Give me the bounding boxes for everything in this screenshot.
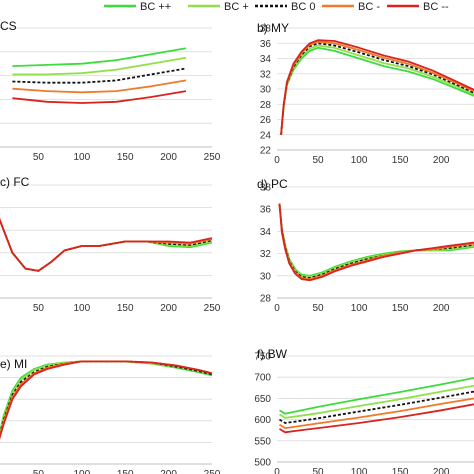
chart-panel: 0 50 100 150 200 22 24 26 28 30 32 34 36 38b) MY [257,21,474,166]
x-tick-label: 100 [73,469,90,474]
x-tick-label: 150 [392,303,409,314]
series-line [12,79,187,94]
x-tick-label: 50 [33,303,45,314]
y-tick-label: 26 [260,115,272,126]
x-tick-label: 100 [73,152,90,163]
y-tick-label: 32 [260,69,272,80]
x-tick-label: 50 [33,469,45,474]
x-tick-label: 200 [433,303,450,314]
y-tick-label: 600 [254,415,271,426]
legend-label: BC 0 [291,1,315,13]
x-tick-label: 0 [274,155,280,166]
y-tick-label: 38 [260,24,272,35]
series-line [279,390,474,424]
x-tick-label: 100 [351,155,368,166]
legend-label: BC + [224,1,249,13]
x-tick-label: 50 [312,303,324,314]
chart-panels: 50 100 150 200 250 CS 0 50 100 150 200 22 24 26 28 30 32… [0,19,474,474]
x-tick-label: 200 [433,155,450,166]
series-line [278,203,474,277]
series-line [0,360,212,439]
y-tick-label: 28 [260,100,272,111]
x-tick-label: 200 [160,303,177,314]
legend-label: BC -- [423,1,449,13]
panel-title: f) BW [257,347,288,361]
y-tick-label: 650 [254,394,271,405]
x-tick-label: 100 [351,303,368,314]
y-tick-label: 34 [260,54,272,65]
y-tick-label: 36 [260,205,272,216]
chart-panel: 50 100 150 200 250 c) FC [0,175,221,314]
y-tick-label: 34 [260,227,272,238]
y-tick-label: 500 [254,458,271,469]
legend-label: BC - [358,1,380,13]
y-tick-label: 700 [254,373,271,384]
x-tick-label: 200 [433,467,450,474]
x-tick-label: 0 [274,467,280,474]
series-line [280,39,474,135]
y-tick-label: 30 [260,85,272,96]
y-tick-label: 750 [254,352,271,363]
chart-panel: 50 100 150 200 250 CS [0,19,221,163]
series-line [12,67,187,84]
series-line [278,203,474,279]
x-tick-label: 150 [392,155,409,166]
y-tick-label: 28 [260,294,272,305]
series-line [278,203,474,282]
x-tick-label: 50 [312,467,324,474]
series-line [0,218,212,272]
x-tick-label: 250 [204,152,221,163]
series-line [12,56,187,76]
series-line [278,203,474,281]
series-line [0,218,212,272]
x-tick-label: 200 [160,469,177,474]
series-line [279,397,474,430]
y-tick-label: 550 [254,436,271,447]
chart-panel: 50 100 150 200 250 e) MI [0,355,221,474]
panel-title: e) MI [0,357,27,371]
x-tick-label: 50 [312,155,324,166]
x-tick-label: 150 [117,303,134,314]
y-tick-label: 30 [260,271,272,282]
x-tick-label: 100 [73,303,90,314]
y-tick-label: 32 [260,249,272,260]
y-tick-label: 24 [260,130,272,141]
x-tick-label: 250 [204,469,221,474]
series-line [279,377,474,415]
series-line [0,218,212,272]
y-tick-label: 22 [260,146,272,157]
legend-label: BC ++ [140,1,171,13]
x-tick-label: 150 [117,469,134,474]
series-line [0,360,212,440]
x-tick-label: 150 [392,467,409,474]
legend: BC ++ BC + BC 0 BC - BC -- [104,1,449,13]
series-line [280,42,474,135]
x-tick-label: 100 [351,467,368,474]
panel-title: d) PC [257,177,288,191]
series-line [280,40,474,135]
series-line [278,203,474,278]
x-tick-label: 0 [274,303,280,314]
panel-title: c) FC [0,175,30,189]
panel-title: CS [0,19,17,33]
series-line [12,90,187,104]
series-line [0,218,212,272]
x-tick-label: 250 [204,303,221,314]
panel-title: b) MY [257,21,289,35]
x-tick-label: 50 [33,152,45,163]
y-tick-label: 36 [260,39,272,50]
series-line [279,403,474,434]
series-line [0,218,212,272]
x-tick-label: 200 [160,152,177,163]
chart-panel: 0 50 100 150 200 28 30 32 34 36 38d) PC [257,177,474,314]
x-tick-label: 150 [117,152,134,163]
series-line [279,384,474,419]
series-line [12,47,187,67]
y-tick-label: 38 [260,183,272,194]
